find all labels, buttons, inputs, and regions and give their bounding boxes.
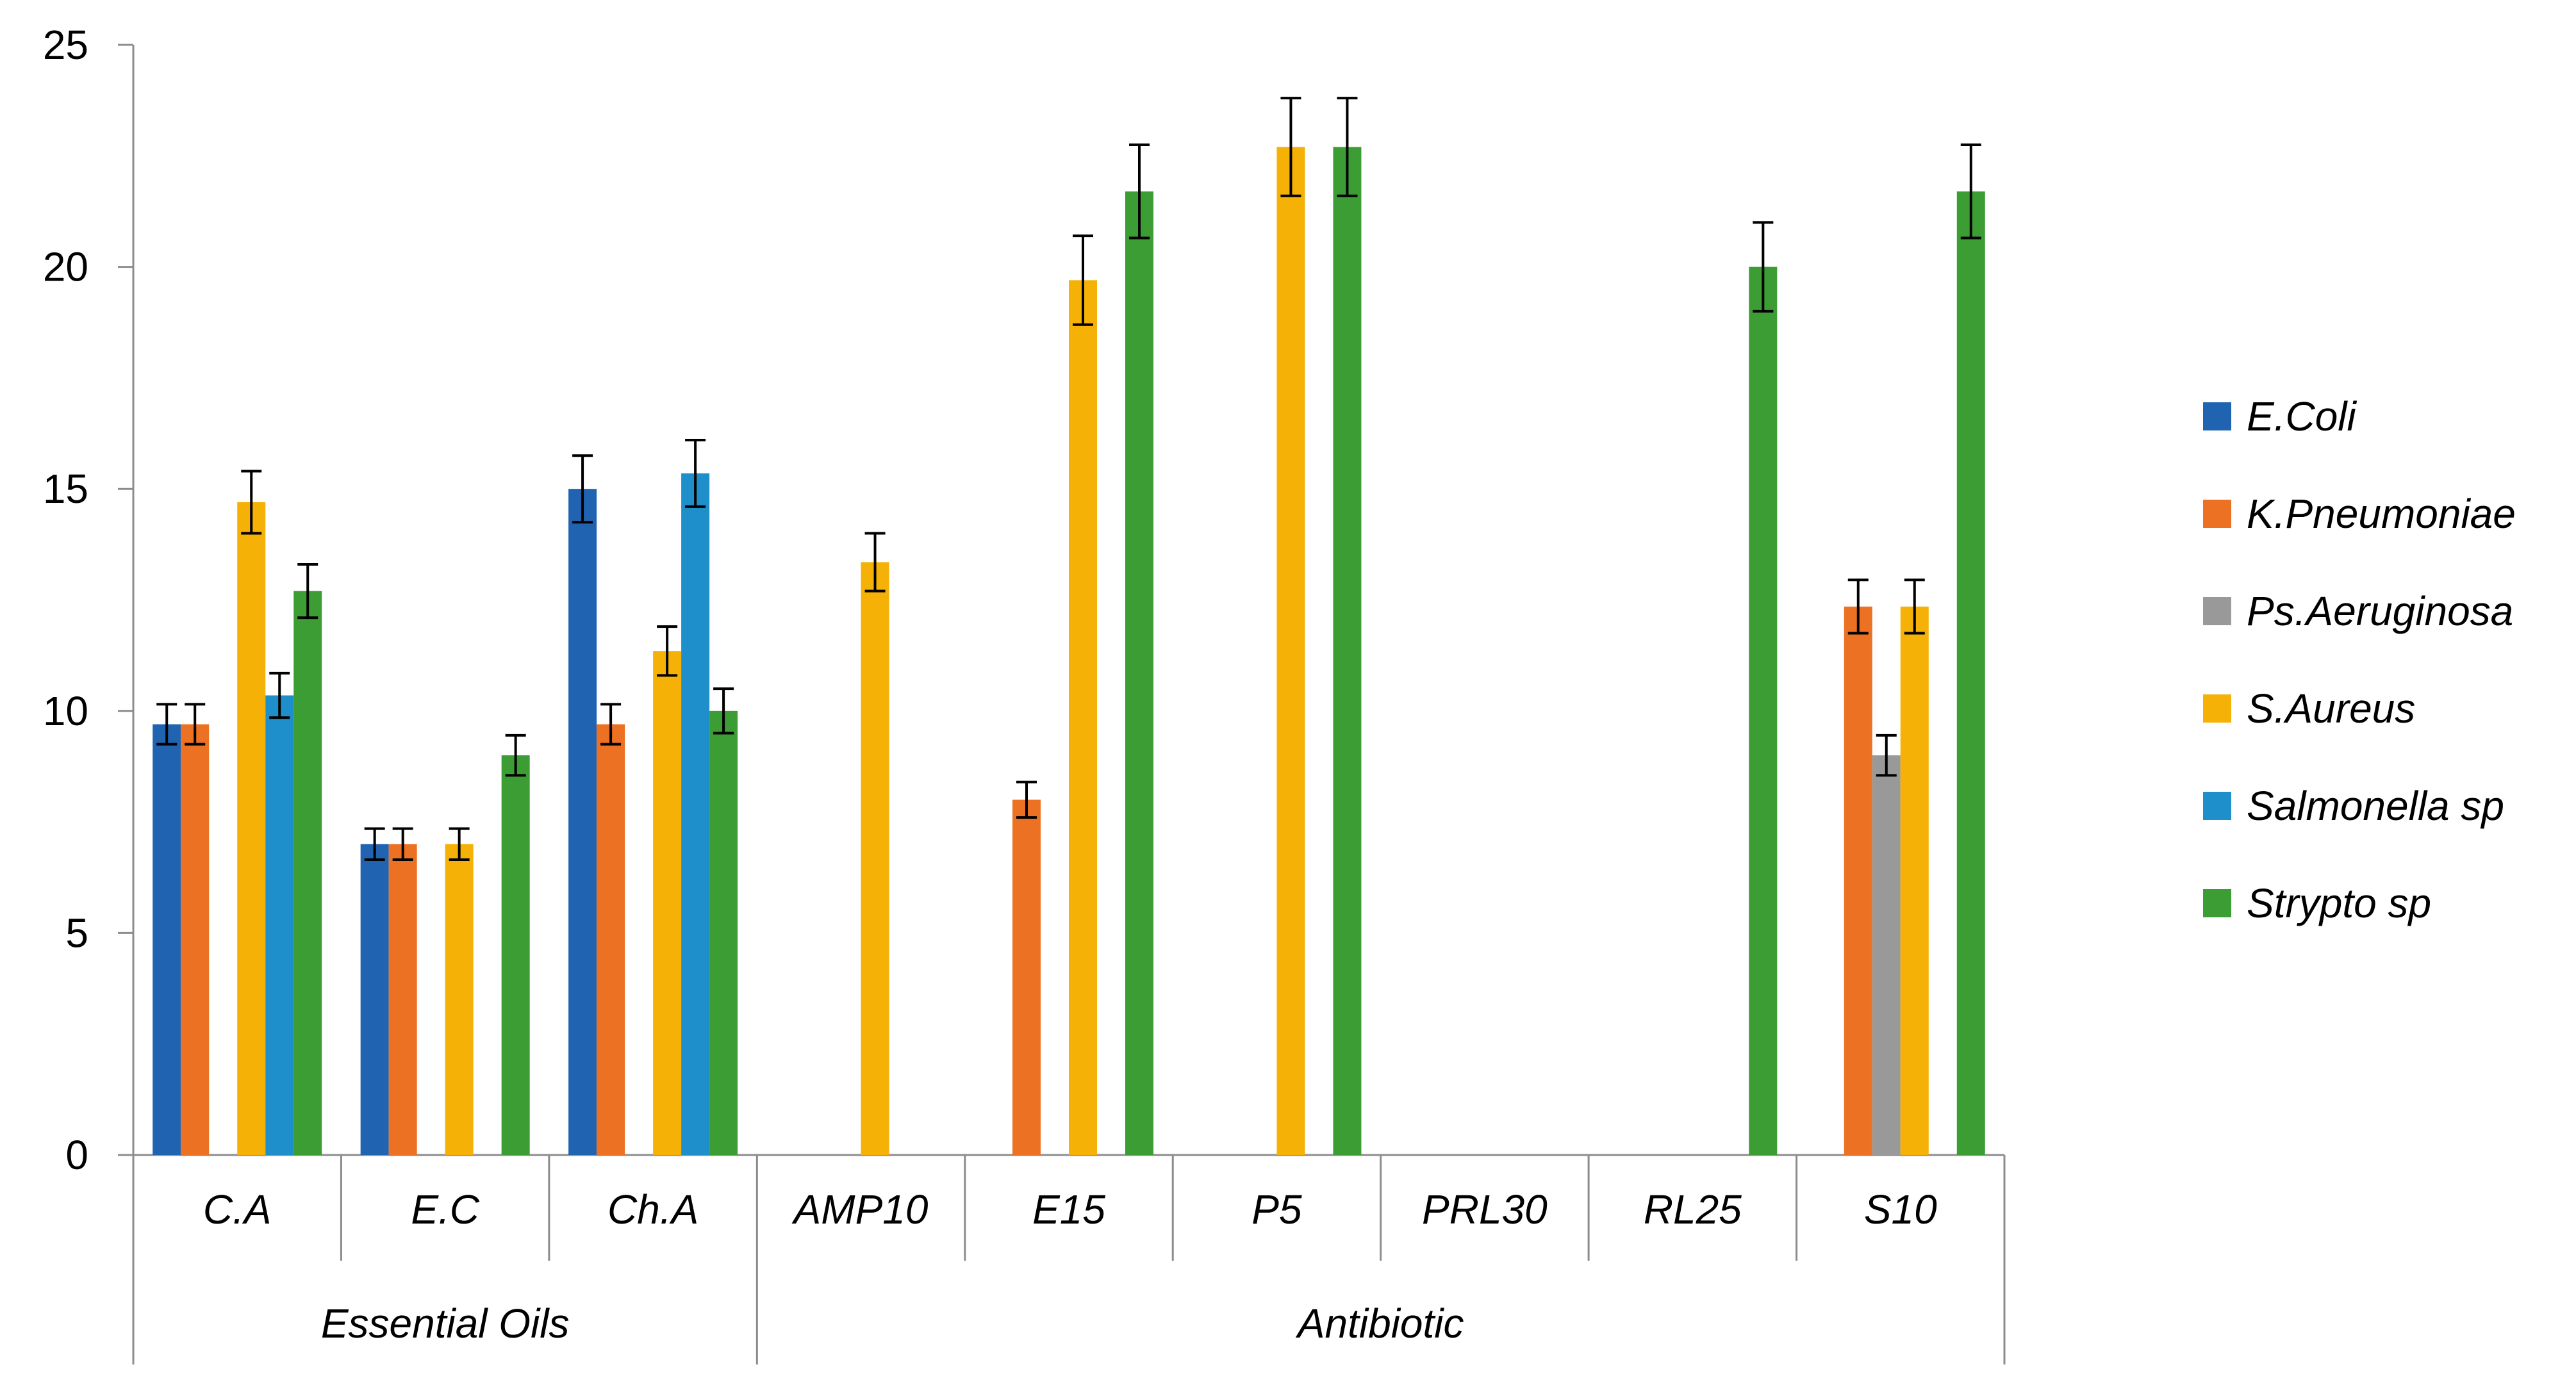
y-tick-label: 20 — [43, 244, 88, 290]
x-tick-label: AMP10 — [791, 1186, 929, 1233]
bar — [1012, 799, 1041, 1155]
bar — [1333, 147, 1362, 1155]
x-tick-label: S10 — [1864, 1186, 1937, 1233]
bar — [597, 724, 625, 1155]
bar — [501, 755, 530, 1155]
legend-swatch — [2203, 792, 2231, 820]
legend-swatch — [2203, 597, 2231, 625]
chart-bars — [153, 147, 1985, 1156]
bar — [265, 695, 294, 1155]
group-label: Antibiotic — [1295, 1300, 1464, 1347]
bar — [1069, 280, 1097, 1155]
chart-error-bars — [156, 97, 1981, 862]
legend-label: Salmonella sp — [2247, 783, 2504, 829]
bar — [445, 844, 474, 1155]
bar — [1956, 191, 1985, 1156]
bar — [153, 724, 181, 1155]
legend-label: K.Pneumoniae — [2247, 491, 2516, 537]
bar — [1749, 266, 1778, 1156]
bar — [681, 473, 710, 1155]
y-tick-label: 5 — [65, 910, 88, 956]
y-tick-label: 0 — [65, 1132, 88, 1178]
x-tick-label: C.A — [203, 1186, 272, 1233]
legend-item: S.Aureus — [2203, 685, 2415, 732]
bar — [360, 844, 389, 1155]
x-tick-label: RL25 — [1644, 1186, 1742, 1233]
legend-swatch — [2203, 500, 2231, 528]
bar — [653, 651, 682, 1155]
legend-swatch — [2203, 694, 2231, 723]
y-tick-label: 15 — [43, 466, 88, 512]
legend-label: S.Aureus — [2247, 685, 2415, 732]
legend-label: Ps.Aeruginosa — [2247, 588, 2513, 634]
bar — [1125, 191, 1153, 1156]
legend-swatch — [2203, 889, 2231, 917]
x-tick-label: Ch.A — [607, 1186, 698, 1233]
group-label: Essential Oils — [321, 1300, 570, 1347]
x-tick-label: E15 — [1032, 1186, 1105, 1233]
chart-x-labels: C.A E.C Ch.A AMP10 E15 P5 PRL30 RL25 S10 Essentia… — [203, 1186, 1937, 1347]
x-tick-label: PRL30 — [1422, 1186, 1548, 1233]
legend-label: Strypto sp — [2247, 880, 2431, 926]
bar — [568, 489, 597, 1156]
legend-item: Ps.Aeruginosa — [2203, 588, 2513, 634]
legend-item: E.Coli — [2203, 393, 2357, 439]
legend-swatch — [2203, 402, 2231, 430]
legend-item: K.Pneumoniae — [2203, 491, 2516, 537]
bar — [861, 562, 889, 1155]
y-tick-label: 25 — [43, 22, 88, 68]
legend-item: Salmonella sp — [2203, 783, 2504, 829]
bar — [709, 710, 738, 1155]
bar — [181, 724, 210, 1155]
legend-item: Strypto sp — [2203, 880, 2431, 926]
bar — [293, 591, 322, 1155]
bar — [388, 844, 417, 1155]
chart-legend: E.Coli K.Pneumoniae Ps.Aeruginosa S.Aureus S… — [2203, 393, 2516, 926]
bar — [237, 502, 266, 1155]
bar — [1844, 606, 1872, 1155]
bar — [1900, 606, 1929, 1155]
bar — [1872, 755, 1901, 1155]
legend-label: E.Coli — [2247, 393, 2357, 439]
y-tick-label: 10 — [43, 688, 88, 734]
bar — [1276, 147, 1305, 1155]
chart-axes: 0 5 10 15 20 25 — [43, 22, 2006, 1364]
x-tick-label: E.C — [411, 1186, 479, 1233]
x-tick-label: P5 — [1251, 1186, 1302, 1233]
